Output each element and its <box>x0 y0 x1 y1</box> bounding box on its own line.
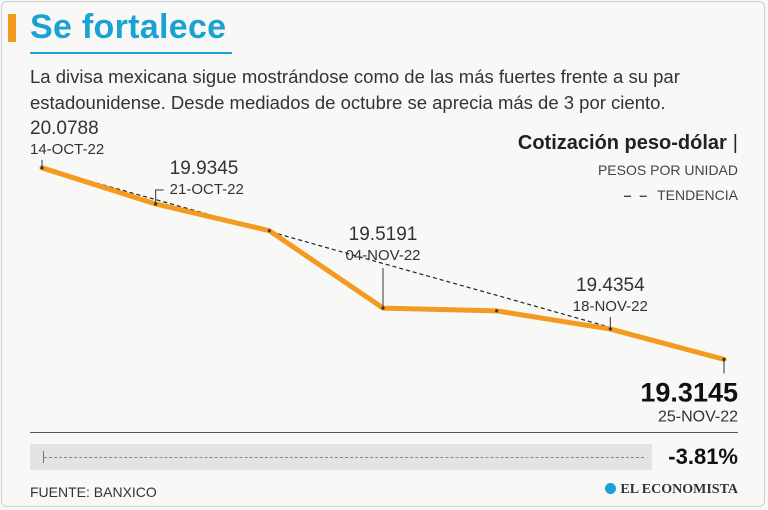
change-dashed-line <box>44 457 644 458</box>
annotation-value: 20.0788 <box>30 118 99 139</box>
unit-label: PESOS POR UNIDAD <box>597 162 738 178</box>
title-underline <box>30 52 232 54</box>
chart-title-separator: | <box>732 132 738 154</box>
annotation-value: 19.4354 <box>576 275 645 296</box>
page-subtitle: La divisa mexicana sigue mostrándose com… <box>30 66 680 113</box>
title-accent-bar <box>8 14 16 42</box>
brand-icon <box>605 483 617 494</box>
annotation-value: 19.9345 <box>170 158 239 179</box>
annotation-date: 18-NOV-22 <box>573 298 648 315</box>
chart-title-text: Cotización peso-dólar <box>517 132 727 154</box>
annotation-leader <box>155 189 164 204</box>
annotation-date: 14-OCT-22 <box>30 141 104 158</box>
chart-title: Cotización peso-dólar | <box>518 132 738 155</box>
annotation-date: 21-OCT-22 <box>170 181 244 198</box>
annotation-value: 19.5191 <box>349 224 418 245</box>
annotation-date: 04-NOV-22 <box>345 247 420 264</box>
brand-name: EL ECONOMISTA <box>620 482 738 497</box>
legend-trend: – – TENDENCIA <box>624 187 738 203</box>
source-note: FUENTE: BANXICO <box>30 484 157 500</box>
data-point <box>495 309 499 313</box>
trend-dash-symbol: – – <box>623 187 650 203</box>
annotation-layer: 20.0788 14-OCT-22 19.9345 21-OCT-22 19.5191 0… <box>30 118 738 426</box>
page-title: Se fortalece <box>30 8 227 46</box>
annotation-date: 25-NOV-22 <box>658 408 738 425</box>
bottom-divider <box>30 432 738 433</box>
percent-change: -3.81% <box>668 444 738 469</box>
legend-trend-label: TENDENCIA <box>657 187 738 203</box>
change-tick <box>43 451 44 463</box>
brand-logo: EL ECONOMISTA <box>605 482 738 498</box>
annotation-value: 19.3145 <box>640 377 738 407</box>
data-point <box>267 229 271 233</box>
